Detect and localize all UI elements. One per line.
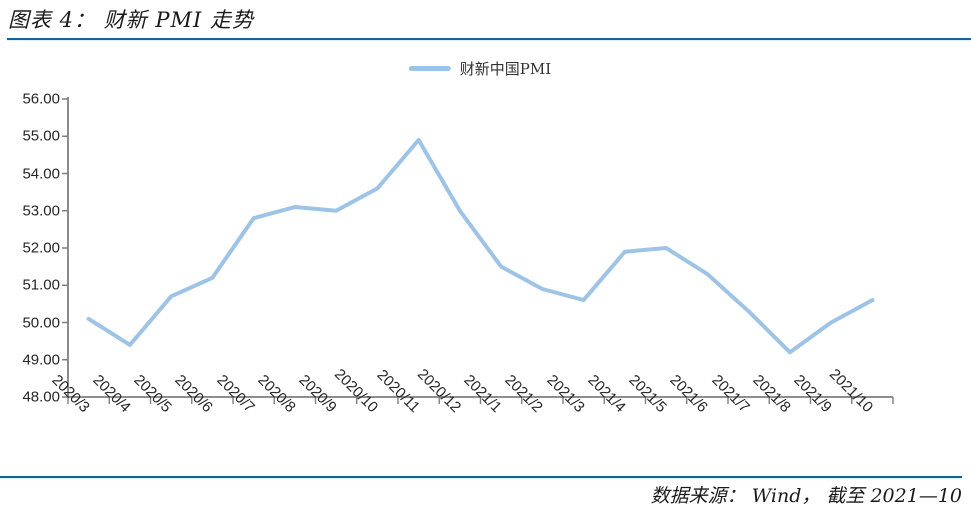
pmi-series-line [86,138,875,355]
chart-legend: 财新中国PMI [408,58,552,79]
y-axis-tick-label: 51.00 [22,276,60,294]
y-axis-tick-label: 54.00 [22,165,60,182]
y-axis-tick-label: 49.00 [22,351,60,369]
y-axis-tick-label: 52.00 [22,239,60,257]
y-axis-tick-label: 53.00 [22,202,60,220]
axis-lines [67,97,893,398]
figure-title: 图表 4： 财新 PMI 走势 [8,8,254,32]
legend-series-label: 财新中国PMI [459,60,552,78]
legend-line-swatch [408,66,451,71]
x-axis-ticks [67,397,894,404]
footer-divider-rule [0,476,962,479]
y-axis-ticks [62,98,68,398]
y-axis-tick-label: 48.00 [22,388,60,406]
title-divider-rule [7,38,971,41]
data-source-note: 数据来源： Wind， 截至 2021—10 [650,485,962,507]
y-axis-tick-label: 55.00 [22,127,60,145]
y-axis-tick-label: 56.00 [22,90,60,108]
y-axis-tick-label: 50.00 [22,314,60,331]
